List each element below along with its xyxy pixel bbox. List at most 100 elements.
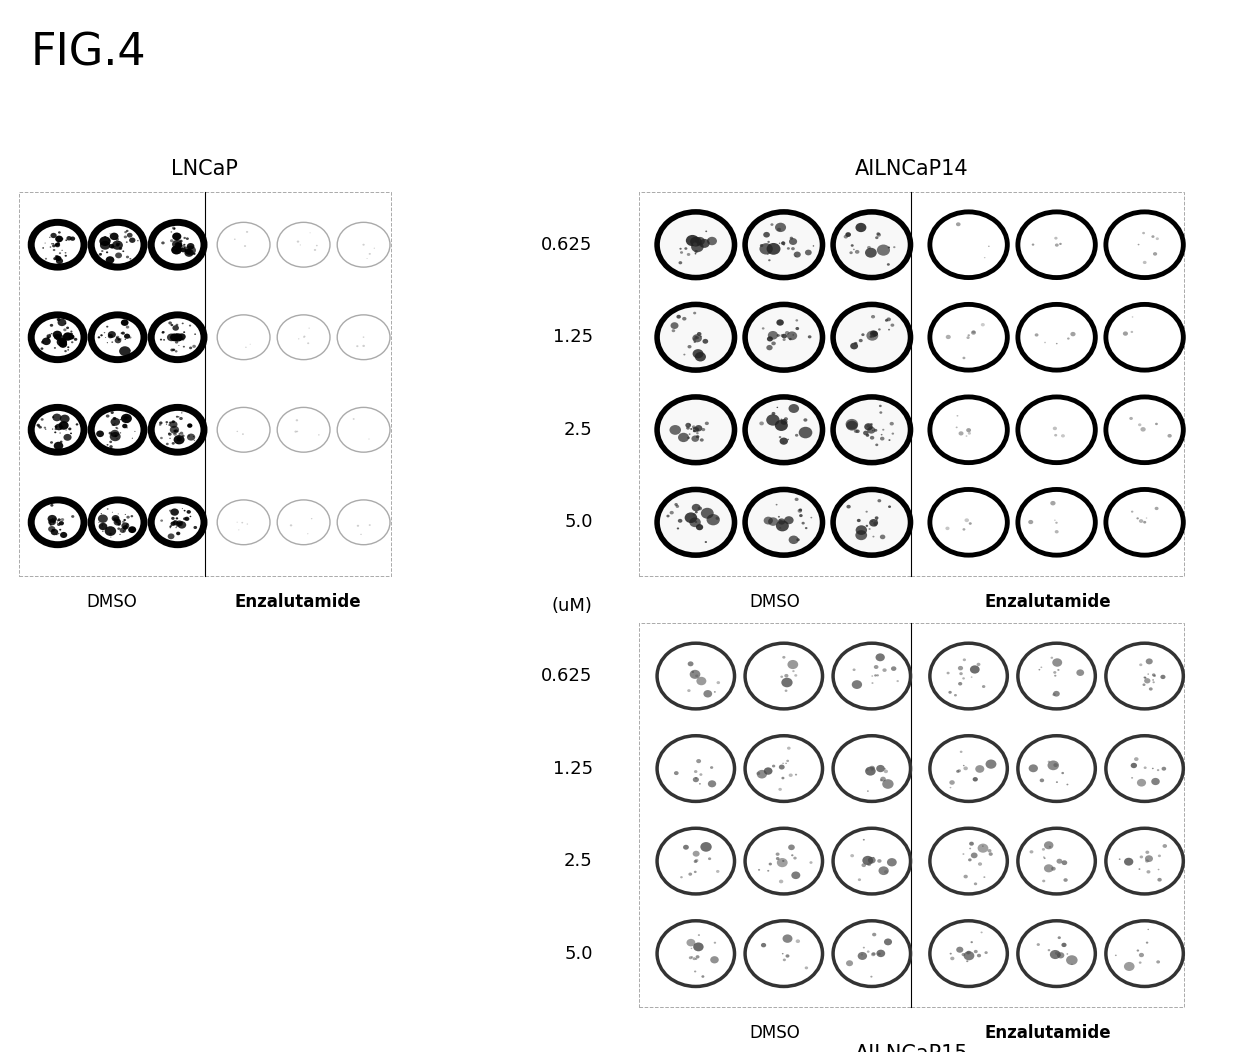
Circle shape [787, 247, 790, 249]
Circle shape [687, 252, 691, 256]
Circle shape [956, 426, 957, 428]
Circle shape [796, 539, 800, 541]
Circle shape [780, 675, 784, 677]
Circle shape [176, 531, 180, 535]
Circle shape [247, 524, 248, 525]
Circle shape [868, 528, 870, 530]
Circle shape [692, 335, 702, 342]
Circle shape [696, 432, 699, 434]
Circle shape [866, 769, 869, 771]
Circle shape [1050, 501, 1055, 505]
Circle shape [761, 327, 765, 329]
Circle shape [852, 681, 862, 689]
Circle shape [114, 338, 122, 343]
Circle shape [100, 241, 110, 249]
Circle shape [179, 338, 182, 341]
Circle shape [180, 337, 181, 338]
Circle shape [159, 424, 161, 426]
Circle shape [170, 526, 171, 527]
Circle shape [1138, 423, 1142, 426]
Circle shape [930, 489, 1007, 555]
Circle shape [174, 521, 176, 522]
Circle shape [188, 325, 191, 326]
Circle shape [1146, 942, 1148, 944]
Circle shape [52, 243, 55, 244]
Circle shape [693, 338, 697, 341]
Circle shape [853, 248, 854, 250]
Circle shape [181, 434, 185, 438]
Circle shape [1055, 951, 1059, 955]
Circle shape [795, 327, 799, 330]
Circle shape [687, 345, 692, 348]
Circle shape [47, 514, 57, 523]
Circle shape [337, 315, 391, 360]
Circle shape [170, 421, 177, 428]
Circle shape [151, 315, 205, 360]
Circle shape [867, 950, 869, 953]
Circle shape [699, 239, 709, 248]
Circle shape [105, 257, 114, 264]
Circle shape [58, 521, 64, 525]
Circle shape [52, 417, 55, 418]
Circle shape [58, 252, 61, 255]
Circle shape [877, 859, 882, 863]
Circle shape [126, 256, 129, 259]
Circle shape [60, 529, 61, 530]
Circle shape [55, 333, 61, 340]
Circle shape [60, 341, 62, 343]
Circle shape [782, 859, 785, 862]
Circle shape [36, 424, 40, 427]
Circle shape [60, 532, 67, 538]
Circle shape [56, 335, 58, 336]
Circle shape [160, 339, 162, 341]
Circle shape [692, 425, 696, 428]
Circle shape [930, 397, 1007, 463]
Circle shape [104, 332, 105, 333]
Circle shape [1136, 518, 1138, 520]
Circle shape [92, 222, 144, 267]
Circle shape [100, 513, 102, 514]
Circle shape [104, 526, 117, 535]
Text: 1.25: 1.25 [553, 760, 593, 777]
Circle shape [185, 248, 192, 255]
Circle shape [785, 689, 787, 692]
Circle shape [775, 223, 786, 232]
Circle shape [676, 505, 680, 508]
Circle shape [184, 331, 185, 333]
Circle shape [296, 430, 298, 432]
Circle shape [745, 489, 822, 555]
Circle shape [677, 527, 680, 529]
Circle shape [125, 325, 129, 328]
Circle shape [1029, 850, 1033, 853]
Circle shape [110, 245, 114, 248]
Circle shape [780, 438, 787, 445]
Circle shape [973, 883, 977, 886]
Circle shape [124, 339, 126, 340]
Circle shape [186, 510, 191, 513]
Circle shape [51, 332, 52, 335]
Circle shape [308, 342, 309, 344]
Circle shape [71, 341, 73, 343]
Circle shape [657, 643, 734, 709]
Circle shape [182, 323, 184, 324]
Circle shape [114, 423, 115, 424]
Circle shape [693, 430, 696, 432]
Circle shape [120, 320, 129, 326]
Circle shape [805, 967, 808, 969]
Circle shape [50, 324, 53, 327]
Circle shape [699, 773, 702, 776]
Circle shape [61, 426, 63, 428]
Circle shape [792, 670, 795, 672]
Circle shape [692, 504, 701, 511]
Circle shape [687, 938, 696, 947]
Circle shape [57, 318, 61, 321]
Circle shape [66, 429, 67, 430]
Circle shape [98, 337, 100, 339]
Circle shape [833, 211, 910, 278]
Circle shape [1118, 858, 1121, 859]
Circle shape [118, 523, 120, 526]
Circle shape [58, 341, 67, 348]
Circle shape [175, 242, 180, 247]
Circle shape [1135, 757, 1138, 761]
Circle shape [1137, 244, 1140, 245]
